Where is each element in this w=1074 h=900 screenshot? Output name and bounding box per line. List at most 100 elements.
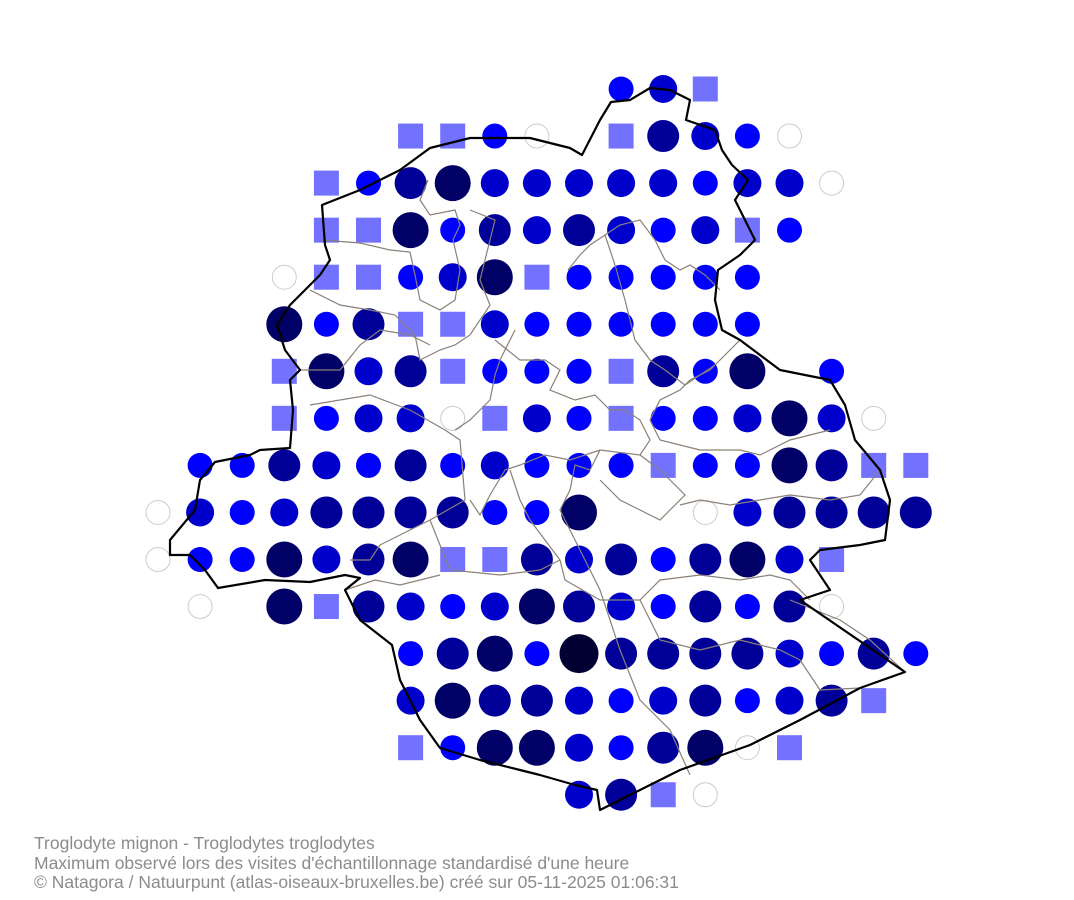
circle-marker-level-3: [899, 496, 932, 529]
circle-marker-level-1: [524, 499, 550, 525]
square-marker: [313, 217, 339, 243]
circle-marker-level-2: [186, 498, 215, 527]
circle-marker-level-4: [308, 353, 345, 390]
circle-marker-level-1: [650, 547, 676, 572]
square-marker: [692, 76, 718, 102]
circle-marker-level-1: [650, 594, 676, 620]
circle-marker-level-2: [522, 404, 551, 433]
circle-marker-level-3: [815, 496, 848, 529]
square-marker: [734, 217, 760, 243]
empty-circle-marker: [692, 782, 718, 808]
observation-symbols: [145, 75, 932, 811]
empty-circle-marker: [145, 499, 171, 525]
circle-marker-level-1: [313, 405, 339, 431]
credit-line: © Natagora / Natuurpunt (atlas-oiseaux-b…: [34, 872, 679, 892]
circle-marker-level-4: [476, 635, 513, 672]
empty-circle-marker: [861, 405, 887, 431]
circle-marker-level-1: [692, 311, 718, 337]
circle-marker-level-1: [482, 499, 508, 525]
circle-marker-level-4: [476, 259, 513, 296]
circle-marker-level-3: [689, 637, 722, 670]
circle-marker-level-4: [518, 729, 555, 766]
circle-marker-level-2: [565, 169, 593, 198]
commune-border: [604, 234, 716, 386]
circle-marker-level-4: [434, 165, 471, 202]
circle-marker-level-1: [398, 264, 424, 290]
circle-marker-level-3: [731, 637, 764, 670]
circle-marker-level-3: [563, 214, 595, 247]
circle-marker-level-1: [440, 217, 466, 243]
commune-border: [559, 449, 691, 776]
commune-border: [599, 454, 686, 521]
circle-marker-level-2: [649, 169, 678, 198]
empty-circle-marker: [187, 594, 213, 620]
circle-marker-level-2: [480, 592, 509, 621]
circle-marker-level-1: [650, 405, 676, 431]
circle-marker-level-2: [733, 498, 762, 527]
commune-border: [679, 469, 881, 506]
circle-marker-level-2: [565, 686, 593, 715]
commune-border: [454, 329, 516, 431]
circle-marker-level-1: [734, 123, 760, 149]
circle-marker-level-1: [692, 170, 718, 196]
circle-marker-level-4: [518, 588, 555, 625]
circle-marker-level-3: [352, 496, 385, 529]
circle-marker-level-1: [440, 452, 466, 478]
circle-marker-level-2: [354, 357, 383, 386]
square-marker: [313, 594, 339, 620]
circle-marker-level-1: [777, 217, 802, 243]
circle-marker-level-1: [734, 264, 760, 290]
circle-marker-level-1: [524, 452, 550, 478]
square-marker: [356, 264, 381, 290]
circle-marker-level-1: [566, 264, 592, 290]
commune-border: [469, 339, 651, 517]
square-marker: [903, 452, 929, 478]
circle-marker-level-2: [396, 404, 425, 433]
circle-marker-level-1: [650, 217, 676, 243]
empty-circle-marker: [734, 735, 760, 761]
circle-marker-level-3: [815, 449, 848, 482]
circle-marker-level-1: [692, 452, 718, 478]
region-border: [168, 86, 907, 812]
commune-border: [639, 599, 861, 691]
map-description: Maximum observé lors des visites d'échan…: [34, 852, 630, 873]
empty-circle-marker: [440, 405, 466, 431]
commune-border: [309, 394, 466, 561]
circle-marker-level-1: [356, 452, 381, 478]
circle-marker-level-2: [607, 592, 636, 621]
circle-marker-level-3: [394, 496, 427, 529]
circle-marker-level-1: [566, 405, 592, 431]
circle-marker-level-3: [857, 496, 890, 529]
circle-marker-level-1: [903, 641, 929, 667]
circle-marker-level-3: [689, 543, 722, 576]
square-marker: [482, 405, 508, 431]
circle-marker-level-4: [392, 212, 429, 249]
circle-marker-level-2: [565, 733, 593, 762]
circle-marker-level-3: [478, 684, 511, 717]
circle-marker-level-3: [394, 167, 427, 200]
circle-marker-level-1: [187, 547, 213, 572]
circle-marker-level-3: [268, 449, 301, 482]
square-marker: [608, 358, 634, 384]
square-marker: [608, 123, 634, 149]
circle-marker-level-1: [608, 264, 634, 290]
circle-marker-level-2: [270, 498, 299, 527]
circle-marker-level-1: [229, 499, 255, 525]
empty-circle-marker: [145, 547, 171, 572]
circle-marker-level-4: [434, 682, 471, 719]
circle-marker-level-1: [482, 358, 508, 384]
circle-marker-level-4: [266, 541, 303, 578]
square-marker: [271, 358, 297, 384]
circle-marker-level-3: [436, 637, 469, 670]
circle-marker-level-4: [729, 541, 766, 578]
circle-marker-level-2: [312, 451, 341, 480]
commune-border: [344, 574, 441, 591]
circle-marker-level-3: [647, 120, 680, 153]
circle-marker-level-5: [559, 634, 599, 674]
commune-border: [300, 329, 431, 371]
circle-marker-level-1: [734, 688, 760, 714]
circle-marker-level-4: [476, 729, 513, 766]
commune-border: [649, 339, 831, 456]
circle-marker-level-3: [689, 684, 722, 717]
